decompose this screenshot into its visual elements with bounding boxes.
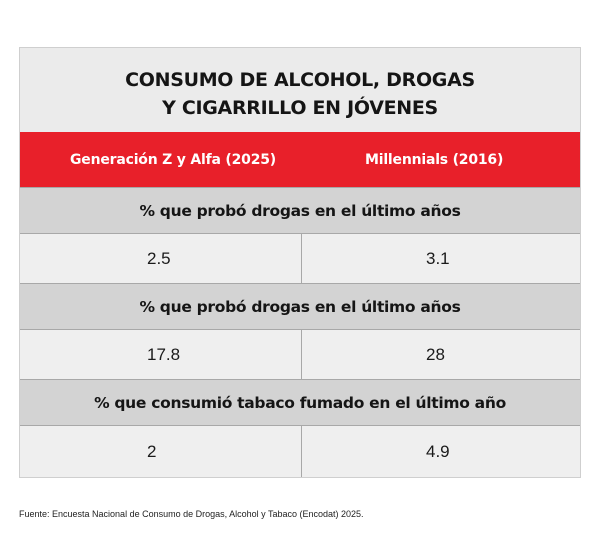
table-row-3: 2 4.9	[20, 426, 580, 477]
table-title: CONSUMO DE ALCOHOL, DROGAS Y CIGARRILLO …	[20, 66, 580, 122]
column-header-millennials: Millennials (2016)	[365, 151, 504, 168]
cell-millennials-1: 3.1	[426, 248, 450, 268]
row-label-3: % que consumió tabaco fumado en el últim…	[20, 379, 580, 426]
title-line-1: CONSUMO DE ALCOHOL, DROGAS	[125, 69, 475, 91]
cell-gen-z-3: 2	[20, 426, 302, 477]
source-footnote: Fuente: Encuesta Nacional de Consumo de …	[19, 509, 364, 519]
row-label-2: % que probó drogas en el último años	[20, 283, 580, 330]
table-row-2: 17.8 28	[20, 330, 580, 379]
column-header-gen-z: Generación Z y Alfa (2025)	[70, 151, 276, 168]
table-card: CONSUMO DE ALCOHOL, DROGAS Y CIGARRILLO …	[19, 47, 581, 478]
table-row-1: 2.5 3.1	[20, 234, 580, 283]
column-header-row: Generación Z y Alfa (2025) Millennials (…	[20, 132, 580, 187]
row-label-1: % que probó drogas en el último años	[20, 187, 580, 234]
cell-millennials-3: 4.9	[426, 441, 450, 461]
cell-millennials-2: 28	[426, 344, 445, 364]
title-line-2: Y CIGARRILLO EN JÓVENES	[162, 97, 438, 119]
cell-gen-z-1: 2.5	[20, 234, 302, 283]
cell-gen-z-2: 17.8	[20, 330, 302, 379]
